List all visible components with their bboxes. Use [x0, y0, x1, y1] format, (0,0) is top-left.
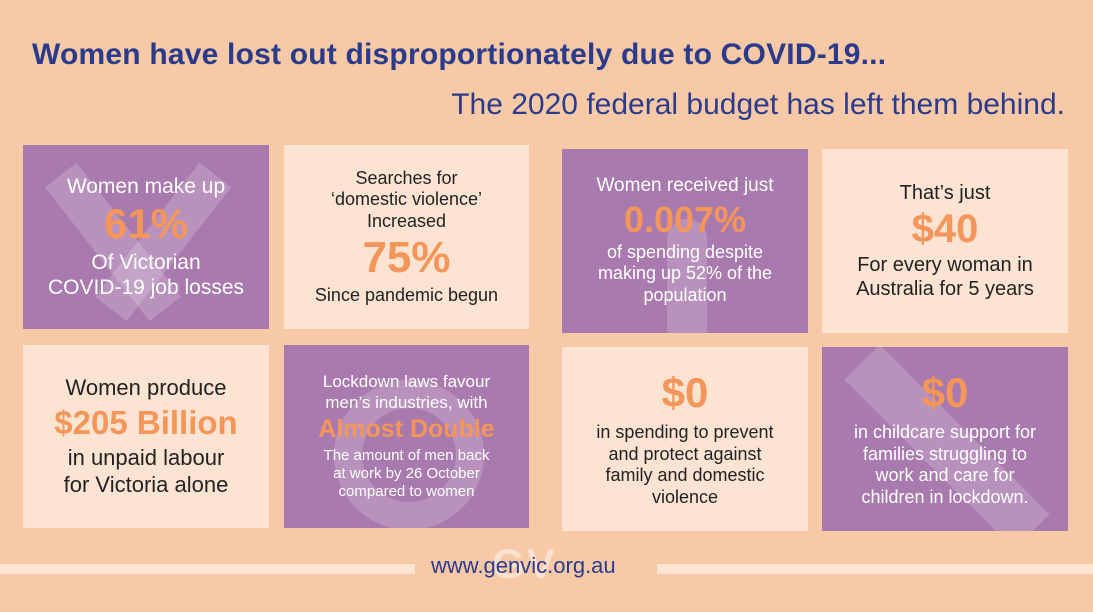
stat-value: $205 Billion [54, 404, 238, 442]
page-subtitle: The 2020 federal budget has left them be… [451, 88, 1065, 121]
card-detail-text: family and domestic [605, 465, 765, 486]
stat-card-lockdown-laws: Lockdown laws favour men’s industries, w… [284, 345, 529, 528]
stat-value: 75% [362, 233, 451, 283]
stat-card-childcare-support: $0 in childcare support for families str… [822, 347, 1068, 531]
card-detail-text: Of Victorian [91, 250, 201, 274]
card-detail-text: children in lockdown. [861, 486, 1029, 507]
stat-value: Almost Double [318, 415, 495, 444]
stat-card-per-woman: That’s just $40 For every woman in Austr… [822, 149, 1068, 333]
stat-value: $0 [661, 368, 709, 416]
card-detail-text: Since pandemic begun [314, 284, 499, 305]
card-detail-text: compared to women [338, 482, 475, 500]
card-intro-text: ‘domestic violence’ [330, 189, 483, 210]
card-intro-text: Women produce [65, 374, 227, 400]
stat-value: $40 [911, 207, 979, 251]
page-title: Women have lost out disproportionately d… [32, 38, 887, 71]
card-intro-text: Lockdown laws favour [322, 372, 491, 392]
card-detail-text: population [643, 284, 727, 305]
card-intro-text: Women received just [596, 175, 774, 197]
card-detail-text: in spending to prevent [596, 421, 774, 442]
card-detail-text: in unpaid labour [67, 445, 225, 471]
stat-card-family-violence-spending: $0 in spending to prevent and protect ag… [562, 347, 808, 531]
stat-card-domestic-violence: Searches for ‘domestic violence’ Increas… [284, 145, 529, 329]
card-intro-text: Women make up [66, 175, 226, 199]
card-detail-text: at work by 26 October [333, 464, 480, 482]
decorative-dollar-shape [667, 219, 707, 333]
card-detail-text: Australia for 5 years [856, 278, 1034, 300]
stat-value: 61% [103, 200, 189, 248]
card-detail-text: and protect against [608, 443, 762, 464]
card-detail-text: of spending despite [606, 241, 764, 262]
stat-value: $0 [921, 368, 969, 416]
stat-card-unpaid-labour: Women produce $205 Billion in unpaid lab… [23, 345, 269, 528]
card-detail-text: work and care for [875, 465, 1015, 486]
card-intro-text: That’s just [899, 182, 991, 204]
card-detail-text: For every woman in [857, 254, 1033, 276]
footer-divider-right [657, 564, 1093, 574]
card-detail-text: The amount of men back [323, 446, 490, 464]
stat-card-job-losses: Women make up 61% Of Victorian COVID-19 … [23, 145, 269, 329]
card-detail-text: violence [651, 486, 719, 507]
card-detail-text: COVID-19 job losses [47, 275, 245, 299]
card-detail-text: making up 52% of the [597, 263, 773, 284]
stat-value: 0.007% [623, 199, 747, 241]
footer-divider-left [0, 564, 415, 574]
card-detail-text: in childcare support for [853, 421, 1037, 442]
card-intro-text: men’s industries, with [325, 392, 488, 412]
card-detail-text: families struggling to [862, 443, 1028, 464]
card-detail-text: for Victoria alone [63, 471, 229, 497]
card-intro-text: Increased [366, 210, 447, 231]
website-link[interactable]: www.genvic.org.au [431, 553, 616, 578]
card-intro-text: Searches for [355, 167, 458, 188]
stat-card-spending-share: Women received just 0.007% of spending d… [562, 149, 808, 333]
genvic-logo-watermark: GV [492, 540, 557, 587]
